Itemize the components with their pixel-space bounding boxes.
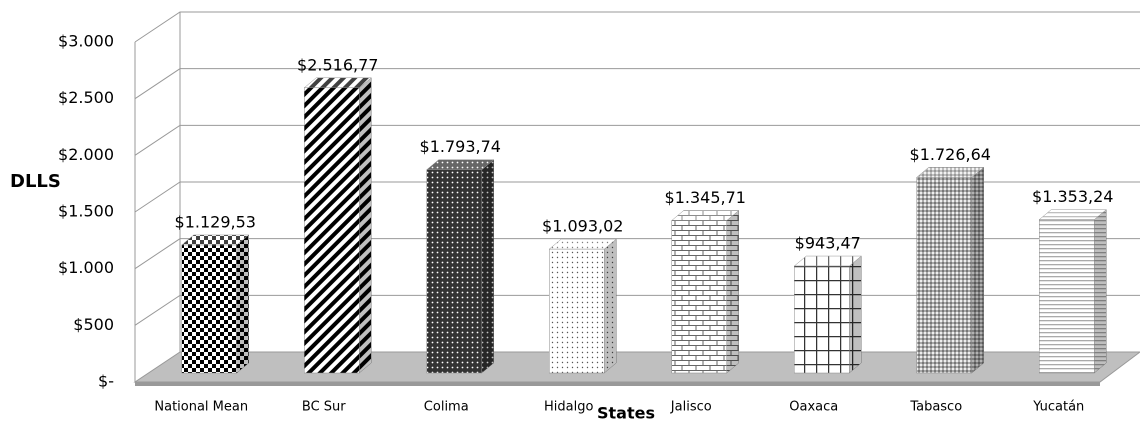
value-label: $943,47	[795, 234, 861, 253]
bar-side-shade	[481, 159, 494, 373]
bar	[548, 238, 617, 374]
bar-side-shade	[359, 77, 372, 374]
grid-line	[134, 11, 1140, 43]
bar	[303, 77, 372, 374]
value-label: $1.093,02	[542, 217, 623, 236]
bar	[426, 159, 495, 374]
bar-front	[549, 248, 605, 374]
bar-top-shade	[916, 167, 984, 178]
x-axis-title: States	[597, 404, 655, 423]
bar-side-shade	[971, 167, 984, 373]
grid-line	[134, 238, 1140, 270]
bar-top-shade	[426, 159, 494, 170]
x-tick-label: Colima	[424, 400, 469, 415]
y-tick-label: $2.500	[58, 88, 114, 107]
floor-edge	[135, 382, 1100, 386]
bar	[793, 255, 862, 374]
bar-side-shade	[604, 239, 617, 373]
bar-top-shade	[671, 210, 739, 221]
floor	[133, 351, 1140, 383]
y-tick-label: $-	[98, 372, 114, 391]
x-tick-label: Tabasco	[909, 400, 962, 415]
bar-top-shade	[181, 234, 249, 245]
value-label: $1.793,74	[420, 137, 501, 156]
bar-top-shade	[1039, 209, 1107, 220]
bar-top-shade	[304, 77, 372, 88]
y-tick-label: $1.500	[58, 202, 114, 221]
x-tick-label: Jalisco	[670, 400, 712, 415]
bar-front	[1039, 219, 1095, 374]
bar-front	[916, 177, 972, 374]
x-tick-label: Hidalgo	[544, 400, 593, 415]
x-tick-label: Oaxaca	[789, 400, 838, 415]
bar-front	[304, 87, 360, 374]
bar-front	[426, 169, 482, 374]
bar-side-shade	[849, 256, 862, 373]
y-tick-label: $3.000	[58, 32, 114, 51]
bar	[916, 166, 985, 374]
value-label: $1.129,53	[175, 212, 256, 231]
x-tick-label: National Mean	[154, 400, 248, 415]
bar	[1038, 209, 1107, 374]
y-tick-label: $1.000	[58, 258, 114, 277]
x-tick-label: BC Sur	[302, 400, 346, 415]
y-tick-label: $2.000	[58, 145, 114, 164]
bar-front	[181, 244, 237, 374]
value-label: $2.516,77	[297, 55, 378, 74]
value-label: $1.345,71	[665, 188, 746, 207]
bar-top-shade	[794, 256, 862, 267]
grid-line	[134, 294, 1140, 326]
value-label: $1.353,24	[1032, 187, 1113, 206]
grid-line	[134, 181, 1140, 213]
bar	[181, 234, 250, 374]
bar-front	[794, 265, 850, 374]
bar-side-shade	[726, 210, 739, 373]
bar-top-shade	[549, 239, 617, 250]
bar	[671, 209, 740, 374]
value-label: $1.726,64	[910, 145, 991, 164]
bar-side-shade	[1094, 209, 1107, 373]
bar-front	[671, 220, 727, 374]
grid-line	[134, 68, 1140, 100]
bar-side-shade	[236, 234, 249, 373]
y-tick-label: $500	[73, 315, 114, 334]
x-tick-label: Yucatán	[1032, 400, 1084, 415]
y-axis-title: DLLS	[10, 171, 61, 192]
